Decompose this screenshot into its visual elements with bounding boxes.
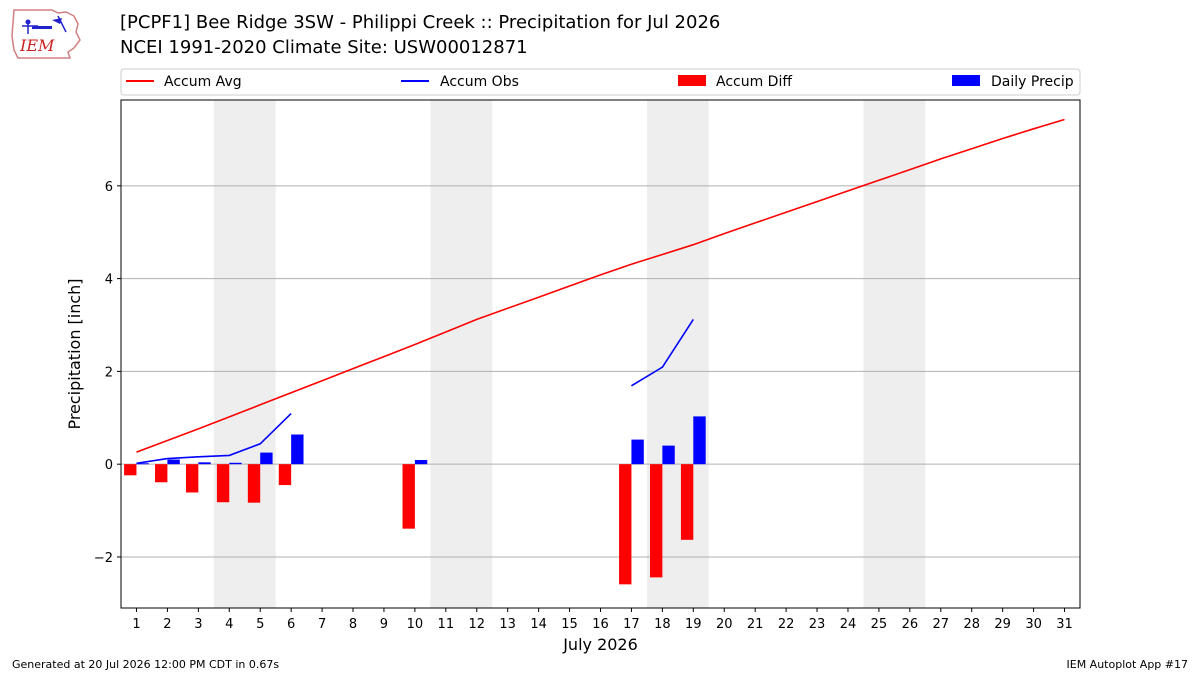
y-tick-label: 6 [105,180,113,195]
app-credit: IEM Autoplot App #17 [1066,658,1189,671]
daily-precip-bar [198,462,211,465]
x-tick-label: 6 [287,617,295,632]
accum-obs-line [630,318,694,387]
x-tick-label: 1 [132,617,140,632]
x-tick-label: 18 [654,617,671,632]
x-tick-label: 17 [623,617,640,632]
daily-precip-bar [662,445,675,465]
accum-diff-bar [247,464,261,503]
x-tick-label: 31 [1056,617,1073,632]
accum-diff-bar [216,464,230,503]
weekend-band [213,100,276,608]
x-tick-label: 27 [933,617,950,632]
legend-label: Accum Obs [440,74,519,90]
weekend-band [430,100,493,608]
x-axis-label: July 2026 [562,635,638,654]
daily-precip-bar [167,459,180,465]
x-tick-label: 4 [225,617,233,632]
generated-timestamp: Generated at 20 Jul 2026 12:00 PM CDT in… [12,658,280,671]
x-tick-label: 26 [902,617,919,632]
accum-diff-bar [124,464,137,476]
daily-precip-bar [291,434,304,465]
x-tick-label: 11 [438,617,455,632]
x-tick-label: 28 [963,617,980,632]
x-tick-label: 19 [685,617,702,632]
legend-box [120,68,1081,96]
accum-avg-line [136,118,1065,453]
x-tick-label: 24 [840,617,857,632]
x-tick-label: 22 [778,617,795,632]
legend-label: Accum Diff [716,74,792,90]
daily-precip-bar [693,416,706,465]
y-tick-label: −2 [94,551,113,566]
daily-precip-bar [414,460,428,465]
chart-subtitle: NCEI 1991-2020 Climate Site: USW00012871 [120,37,528,58]
x-tick-label: 21 [747,617,764,632]
x-tick-label: 15 [561,617,578,632]
accum-diff-bar [185,464,199,493]
legend-marker [678,75,706,86]
legend-label: Accum Avg [164,74,242,90]
accum-diff-bar [619,464,632,585]
x-tick-label: 10 [407,617,424,632]
accum-diff-bar [402,464,415,529]
daily-precip-bar [136,463,149,465]
x-tick-label: 30 [1025,617,1042,632]
daily-precip-bar [631,439,644,465]
y-tick-label: 2 [105,365,113,380]
x-tick-label: 16 [592,617,609,632]
accum-obs-line [136,413,292,465]
x-tick-label: 13 [499,617,516,632]
logo-text: IEM [19,36,55,55]
y-axis-label: Precipitation [inch] [65,278,84,429]
x-tick-label: 8 [349,617,357,632]
x-tick-label: 23 [809,617,826,632]
x-tick-label: 2 [163,617,171,632]
accum-diff-bar [680,464,694,540]
weekend-band [863,100,926,608]
accum-diff-bar [649,464,663,578]
accum-diff-bar [155,464,168,483]
x-tick-label: 3 [194,617,202,632]
accum-diff-bar [278,464,292,486]
x-tick-label: 12 [468,617,485,632]
x-tick-label: 14 [530,617,547,632]
x-tick-label: 7 [318,617,326,632]
x-tick-label: 9 [380,617,388,632]
y-tick-label: 4 [105,273,113,288]
legend-marker [952,75,980,86]
y-tick-label: 0 [105,458,113,473]
x-tick-label: 29 [994,617,1011,632]
x-tick-label: 25 [871,617,888,632]
daily-precip-bar [229,462,242,465]
x-tick-label: 20 [716,617,733,632]
daily-precip-bar [260,452,273,465]
iem-logo: IEM [8,6,82,60]
legend-label: Daily Precip [991,74,1074,90]
x-tick-label: 5 [256,617,264,632]
chart-title: [PCPF1] Bee Ridge 3SW - Philippi Creek :… [120,12,721,33]
